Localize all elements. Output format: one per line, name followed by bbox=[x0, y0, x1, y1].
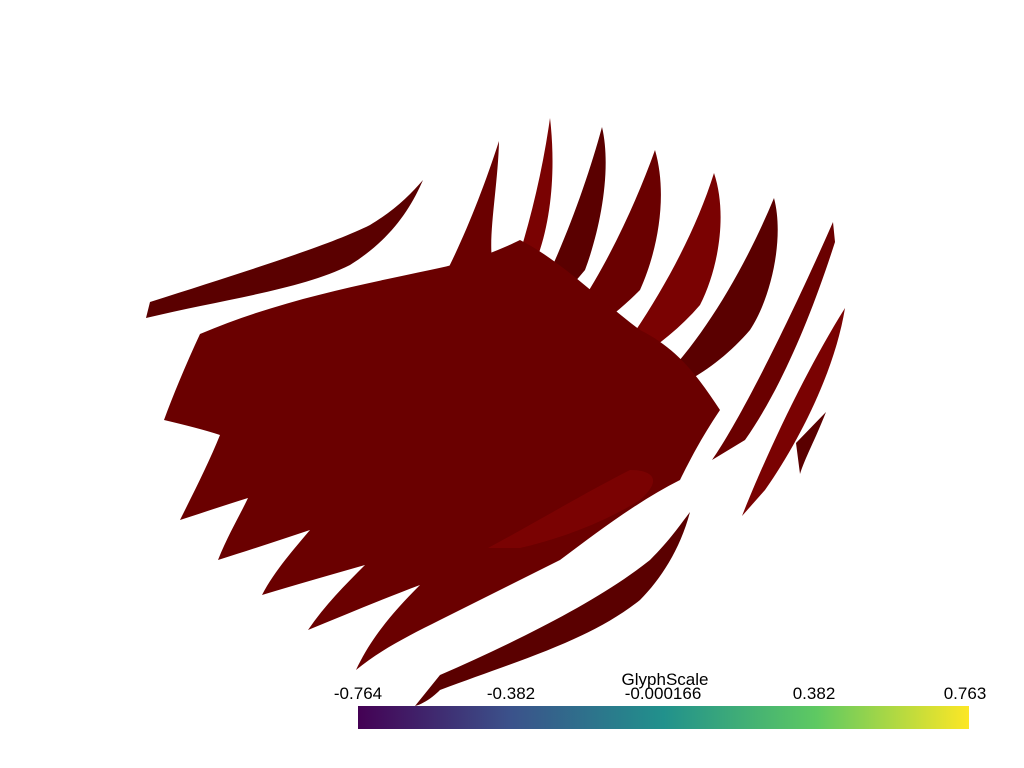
scalar-bar-tick-label: -0.382 bbox=[486, 684, 536, 703]
glyph-sheet bbox=[712, 222, 835, 460]
glyph-sheet bbox=[598, 173, 721, 382]
scalar-bar-tick-label: 0.382 bbox=[792, 684, 836, 703]
scalar-bar-title: GlyphScale bbox=[621, 670, 709, 689]
scalar-bar-tick-label: -0.764 bbox=[333, 684, 383, 703]
scalar-bar-colorbar bbox=[358, 706, 969, 729]
glyph-sheets bbox=[146, 118, 845, 706]
glyph-sheet bbox=[488, 470, 654, 548]
glyph-sheet bbox=[146, 180, 423, 318]
scalar-bar-tick-label: 0.763 bbox=[943, 684, 987, 703]
glyph-sheet bbox=[796, 412, 826, 474]
glyph-sheet bbox=[415, 512, 690, 706]
glyph-sheet bbox=[164, 240, 720, 670]
glyph-sheet bbox=[742, 308, 845, 516]
scalar-bar-tick-label: -0.000166 bbox=[624, 684, 702, 703]
glyph-sheet bbox=[640, 198, 778, 400]
